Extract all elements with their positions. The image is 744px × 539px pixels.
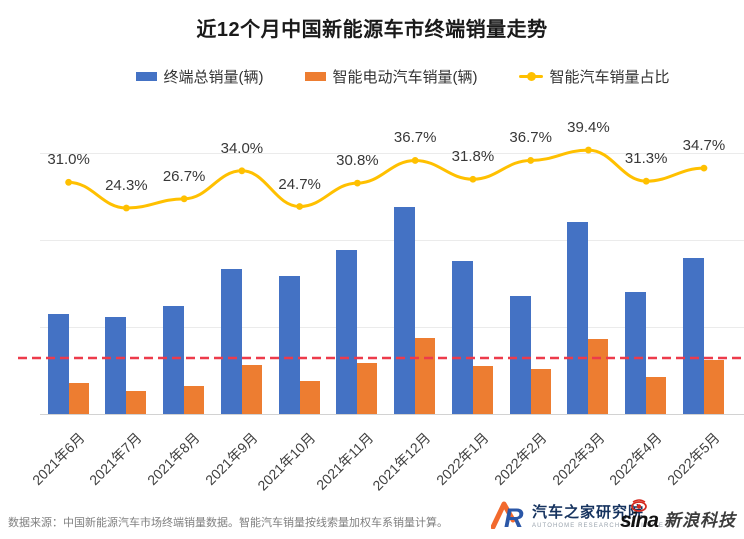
bar-smart-ev-sales [68,383,89,414]
x-axis-label: 2022年5月 [664,429,723,489]
trend-point-label: 36.7% [509,129,552,147]
bar-total-sales [105,317,127,414]
x-axis-label: 2021年8月 [144,429,203,489]
x-axis-label: 2022年1月 [433,429,492,489]
gridline [40,240,744,241]
chart-title: 近12个月中国新能源车市终端销量走势 [196,19,548,41]
bar-total-sales [163,306,185,414]
bar-total-sales [278,276,300,414]
x-axis-label: 2021年6月 [28,429,88,489]
bar-total-sales [394,207,416,414]
legend-item-total-sales: 终端总销量(辆) [136,66,263,87]
trend-point-label: 24.3% [105,177,148,195]
sina-tech-text: 新浪科技 [664,511,737,531]
trend-point-label: 31.8% [451,148,495,166]
data-source-note: 数据来源：中国新能源汽车市场终端销量数据。智能汽车销量按线索量加权车系销量计算。 [8,517,448,529]
trend-point-label: 26.7% [162,167,206,185]
x-axis-line [40,414,744,415]
trend-marker-dot [700,164,708,172]
bar-total-sales [567,222,589,414]
trend-marker-dot [296,203,304,210]
autohome-logo-text: 汽车之家研究院 [532,504,645,521]
x-axis-label: 2022年2月 [490,429,550,489]
autohome-ar-mark-icon: R [491,501,524,529]
legend-item-smart-ev-sales: 智能电动汽车销量(辆) [305,66,477,87]
bar-smart-ev-sales [703,360,724,414]
trend-marker-dot [527,157,535,164]
bar-total-sales [336,250,358,414]
total-sales-swatch-icon [136,72,158,81]
x-axis-label: 2022年3月 [548,429,608,489]
x-axis-label: 2021年10月 [254,429,319,494]
bar-smart-ev-sales [588,339,609,414]
legend-label: 终端总销量(辆) [163,69,264,86]
bar-smart-ev-sales [415,338,436,414]
trend-marker-dot [469,175,477,183]
svg-text:R: R [504,503,524,529]
bar-total-sales [220,269,242,414]
legend: 终端总销量(辆) 智能电动汽车销量(辆) 智能汽车销量占比 [0,66,744,87]
trend-point-label: 34.0% [220,139,264,157]
autohome-research-logo: R 汽车之家研究院 AUTOHOME RESEARCH INSTITUTE [491,501,664,529]
trend-marker-dot [238,167,246,175]
bar-total-sales [682,258,704,414]
bar-smart-ev-sales [299,381,320,414]
trend-point-label: 30.8% [336,152,379,170]
legend-label: 智能汽车销量占比 [549,69,670,86]
bar-total-sales [451,261,473,414]
trend-marker-dot [411,157,419,164]
trend-point-label: 36.7% [393,129,437,147]
legend-item-smart-share: 智能汽车销量占比 [519,66,670,87]
legend-label: 智能电动汽车销量(辆) [332,69,478,86]
bar-smart-ev-sales [357,363,378,414]
trend-point-label: 24.7% [278,175,321,193]
x-axis-label: 2021年11月 [312,429,377,493]
trend-point-label: 31.0% [47,151,90,169]
trend-point-label: 31.3% [624,150,668,168]
smart-ev-swatch-icon [305,72,327,81]
gridline [40,327,744,328]
sina-wordmark: sina [620,499,659,531]
trend-line-swatch-icon [519,72,544,81]
bar-total-sales [509,296,531,414]
bar-smart-ev-sales [241,365,262,414]
trend-marker-dot [642,177,650,185]
bar-smart-ev-sales [530,369,551,414]
trend-marker-dot [122,204,130,212]
bar-total-sales [47,314,69,414]
x-axis-label: 2021年7月 [86,429,146,489]
sina-tech-logo: sina 新浪科技 [620,499,737,531]
trend-point-label: 34.7% [682,137,726,155]
bar-smart-ev-sales [646,377,667,414]
bar-smart-ev-sales [184,386,205,414]
trend-marker-dot [65,178,72,186]
autohome-logo-subtext: AUTOHOME RESEARCH INSTITUTE [532,523,664,529]
x-axis-label: 2022年4月 [606,429,665,489]
bar-total-sales [625,292,647,414]
bar-smart-ev-sales [126,391,147,414]
trend-marker-dot [354,179,361,187]
bar-smart-ev-sales [472,366,493,414]
sina-eye-icon [631,499,647,512]
trend-point-label: 39.4% [567,119,610,137]
x-axis-label: 2021年12月 [369,429,434,494]
trend-marker-dot [180,195,188,203]
